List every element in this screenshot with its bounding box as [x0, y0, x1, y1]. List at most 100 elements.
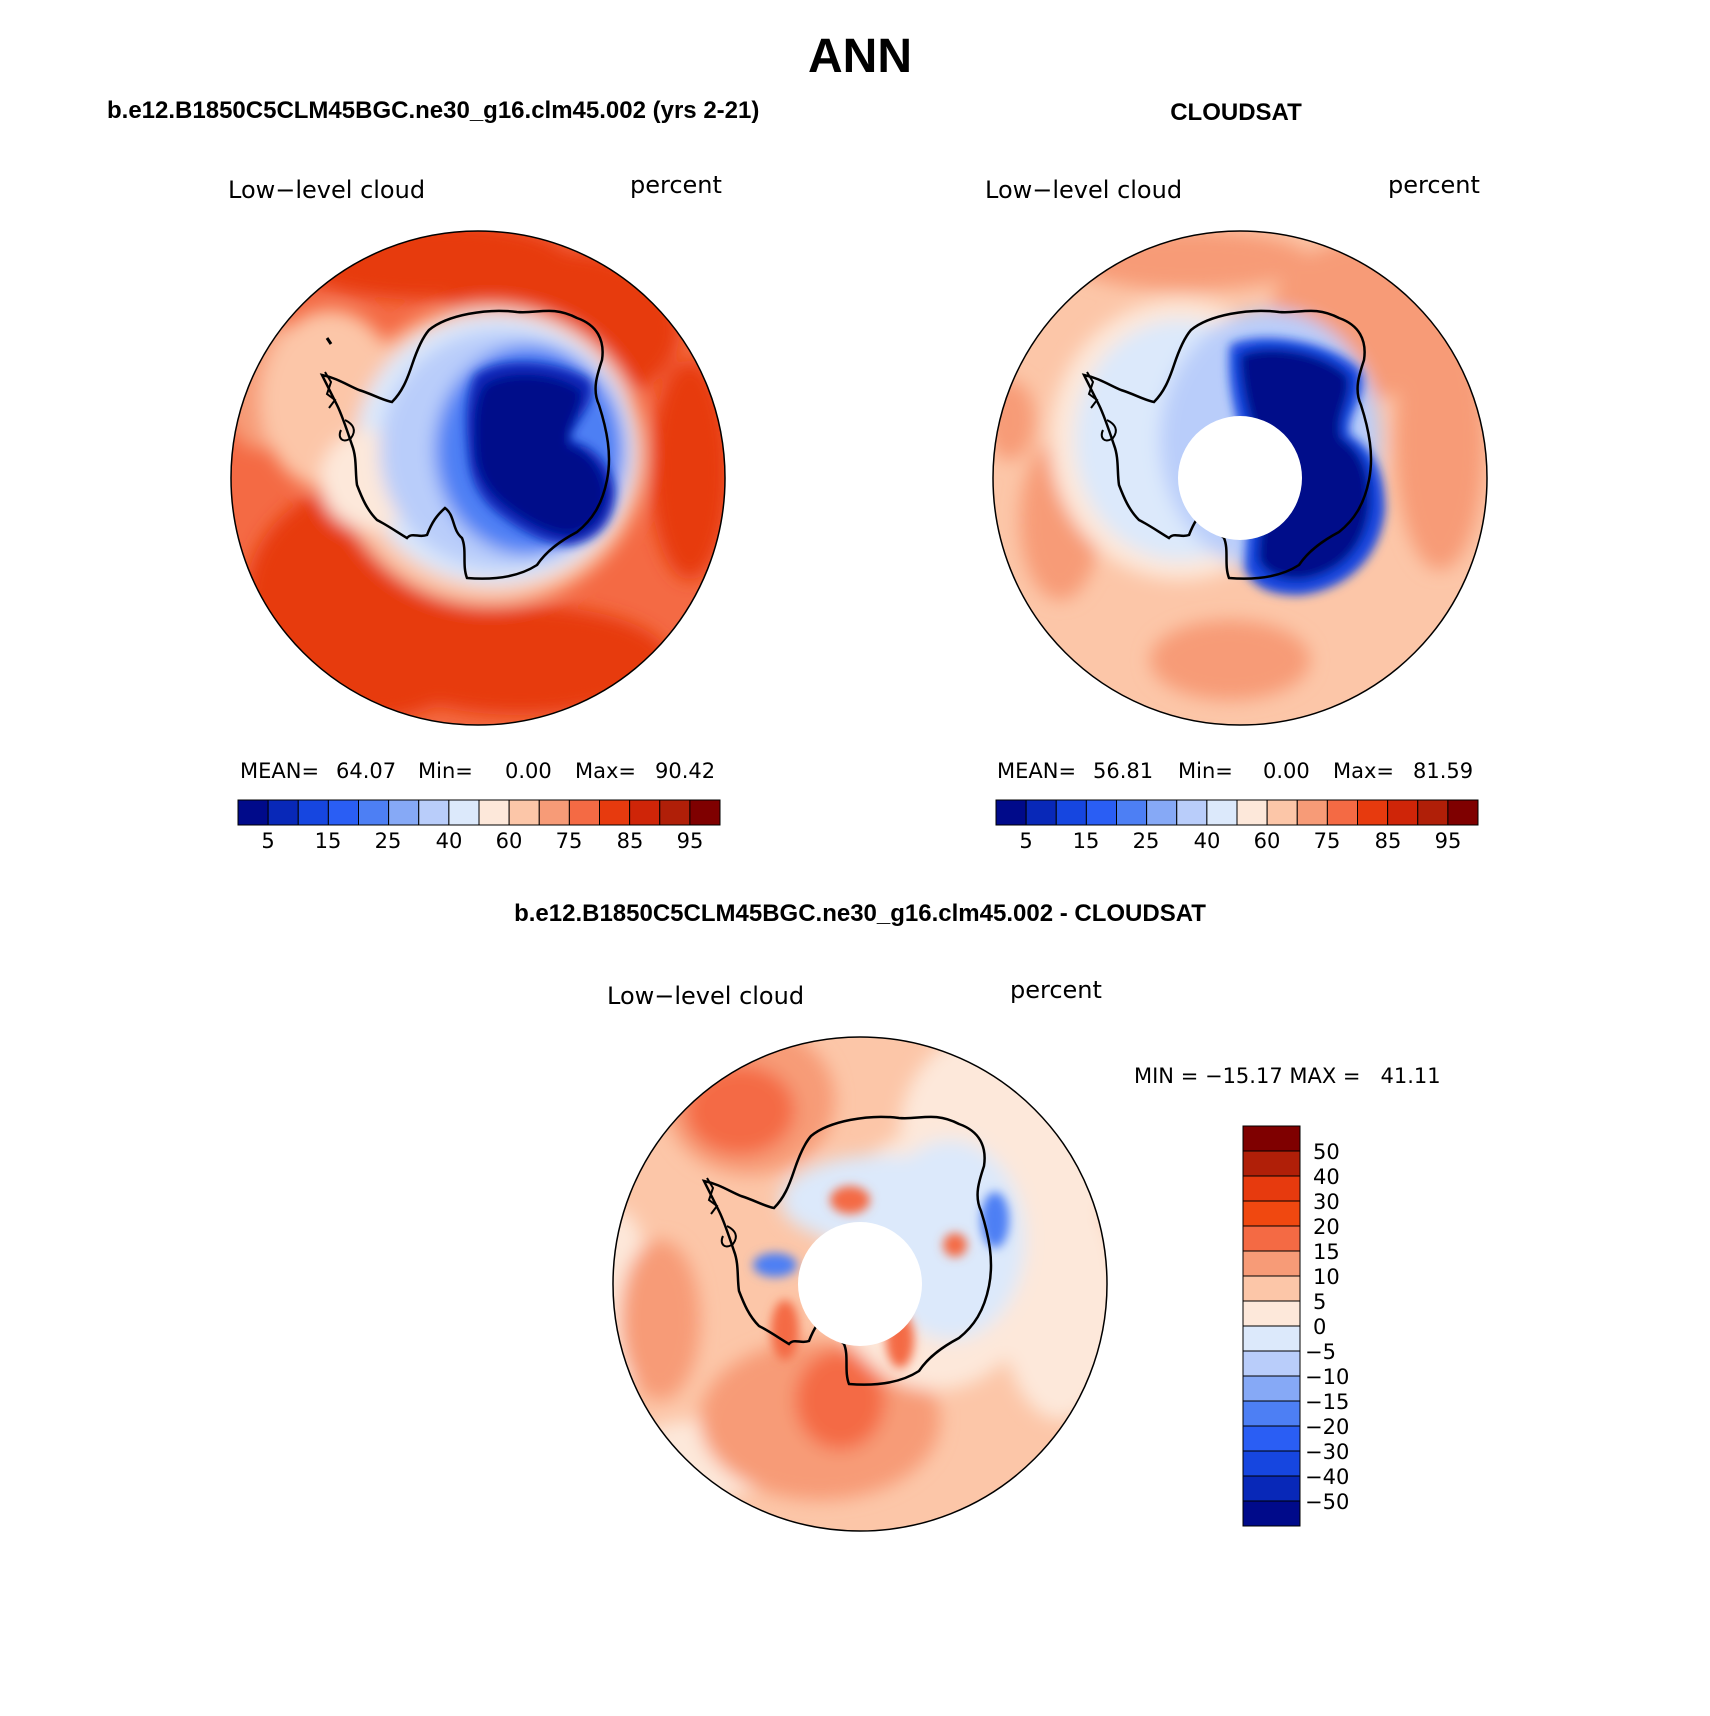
colorbar-tick-label: 85	[1375, 829, 1402, 853]
colorbar-swatch	[1242, 1125, 1301, 1152]
colorbar-swatch	[1266, 799, 1298, 826]
panel-obs-min-value: 0.00	[1263, 759, 1310, 783]
colorbar-swatch	[358, 799, 390, 826]
colorbar-tick-label: 75	[556, 829, 583, 853]
colorbar-swatch	[1242, 1200, 1301, 1227]
colorbar-tick-label: 95	[677, 829, 704, 853]
figure-title: ANN	[808, 30, 912, 83]
colorbar-tick-label: 40	[436, 829, 463, 853]
colorbar-swatch	[418, 799, 450, 826]
colorbar-swatch	[1236, 799, 1268, 826]
colorbar-swatch	[599, 799, 631, 826]
colorbar-swatch	[267, 799, 299, 826]
colorbar-tick-label: 10	[1313, 1265, 1340, 1289]
colorbar-swatch	[1242, 1175, 1301, 1202]
panel-obs-map	[993, 231, 1487, 725]
colorbar-tick-label: −10	[1305, 1365, 1349, 1389]
colorbar-tick-label: 25	[1133, 829, 1160, 853]
panel-obs-max-label: Max=	[1333, 759, 1394, 783]
colorbar-swatch	[659, 799, 691, 826]
panel-model-header: b.e12.B1850C5CLM45BGC.ne30_g16.clm45.002…	[107, 97, 759, 124]
colorbar-tick-label: −50	[1305, 1490, 1349, 1514]
colorbar-swatch	[1176, 799, 1208, 826]
panel-model-stats: MEAN= 64.07 Min= 0.00 Max= 90.42	[240, 759, 715, 783]
panel-diff-colorbar	[1242, 1125, 1301, 1527]
colorbar-tick-label: −40	[1305, 1465, 1349, 1489]
colorbar-tick-label: 85	[617, 829, 644, 853]
panel-model-colorbar-ticks: 5 15 25 40 60 75 85 95	[261, 829, 703, 853]
colorbar-swatch	[1242, 1425, 1301, 1452]
colorbar-swatch	[1242, 1275, 1301, 1302]
colorbar-swatch	[1296, 799, 1328, 826]
colorbar-swatch	[1242, 1450, 1301, 1477]
colorbar-swatch	[1242, 1150, 1301, 1177]
colorbar-swatch	[1242, 1300, 1301, 1327]
colorbar-swatch	[1417, 799, 1449, 826]
colorbar-swatch	[327, 799, 359, 826]
colorbar-swatch	[1242, 1400, 1301, 1427]
colorbar-tick-label: 15	[1313, 1240, 1340, 1264]
colorbar-tick-label: 60	[496, 829, 523, 853]
panel-obs-mean-value: 56.81	[1093, 759, 1153, 783]
colorbar-tick-label: −20	[1305, 1415, 1349, 1439]
colorbar-swatch	[1146, 799, 1178, 826]
panel-model-units-label: percent	[630, 171, 722, 199]
colorbar-swatch	[237, 799, 269, 826]
colorbar-tick-label: 50	[1313, 1140, 1340, 1164]
colorbar-tick-label: −15	[1305, 1390, 1349, 1414]
panel-model-colorbar	[237, 799, 721, 826]
panel-model: b.e12.B1850C5CLM45BGC.ne30_g16.clm45.002…	[107, 97, 759, 853]
panel-model-min-label: Min=	[418, 759, 473, 783]
panel-model-map	[231, 231, 725, 725]
polar-data-gap	[1178, 416, 1302, 540]
colorbar-swatch	[478, 799, 510, 826]
panel-model-mean-value: 64.07	[336, 759, 396, 783]
panel-diff-colorbar-ticks: 50 40 30 20 15 10 5 0 −5 −10 −15 −20 −30…	[1305, 1140, 1349, 1514]
colorbar-swatch	[1242, 1325, 1301, 1352]
panel-diff-map	[613, 1037, 1107, 1531]
colorbar-tick-label: 5	[1313, 1290, 1326, 1314]
colorbar-swatch	[1242, 1500, 1301, 1527]
panel-obs-max-value: 81.59	[1413, 759, 1473, 783]
colorbar-tick-label: 40	[1313, 1165, 1340, 1189]
panel-obs-min-label: Min=	[1178, 759, 1233, 783]
panel-obs-header: CLOUDSAT	[1170, 99, 1302, 126]
colorbar-tick-label: 95	[1435, 829, 1462, 853]
colorbar-tick-label: 0	[1313, 1315, 1326, 1339]
panel-obs-mean-label: MEAN=	[997, 759, 1076, 783]
colorbar-tick-label: −30	[1305, 1440, 1349, 1464]
colorbar-tick-label: 60	[1254, 829, 1281, 853]
panel-obs-variable-label: Low−level cloud	[985, 176, 1182, 204]
panel-obs-colorbar-ticks: 5 15 25 40 60 75 85 95	[1019, 829, 1461, 853]
colorbar-swatch	[1242, 1350, 1301, 1377]
colorbar-swatch	[508, 799, 540, 826]
panel-diff-variable-label: Low−level cloud	[607, 982, 804, 1010]
colorbar-swatch	[448, 799, 480, 826]
panel-model-map-border	[230, 230, 726, 726]
panel-obs-colorbar	[995, 799, 1479, 826]
colorbar-tick-label: 30	[1313, 1190, 1340, 1214]
colorbar-tick-label: 40	[1194, 829, 1221, 853]
colorbar-swatch	[1447, 799, 1479, 826]
panel-diff-units-label: percent	[1010, 976, 1102, 1004]
colorbar-swatch	[1326, 799, 1358, 826]
colorbar-swatch	[1116, 799, 1148, 826]
colorbar-swatch	[689, 799, 721, 826]
colorbar-swatch	[1242, 1375, 1301, 1402]
colorbar-swatch	[1085, 799, 1117, 826]
colorbar-swatch	[1242, 1475, 1301, 1502]
colorbar-tick-label: 5	[261, 829, 274, 853]
colorbar-swatch	[995, 799, 1027, 826]
panel-obs-map-border	[992, 230, 1488, 726]
panel-diff: b.e12.B1850C5CLM45BGC.ne30_g16.clm45.002…	[514, 900, 1441, 1532]
colorbar-swatch	[1055, 799, 1087, 826]
colorbar-swatch	[1242, 1250, 1301, 1277]
colorbar-swatch	[1206, 799, 1238, 826]
polar-data-gap	[798, 1222, 922, 1346]
colorbar-swatch	[568, 799, 600, 826]
colorbar-swatch	[538, 799, 570, 826]
colorbar-tick-label: 75	[1314, 829, 1341, 853]
panel-model-mean-label: MEAN=	[240, 759, 319, 783]
panel-diff-header: b.e12.B1850C5CLM45BGC.ne30_g16.clm45.002…	[514, 900, 1206, 927]
